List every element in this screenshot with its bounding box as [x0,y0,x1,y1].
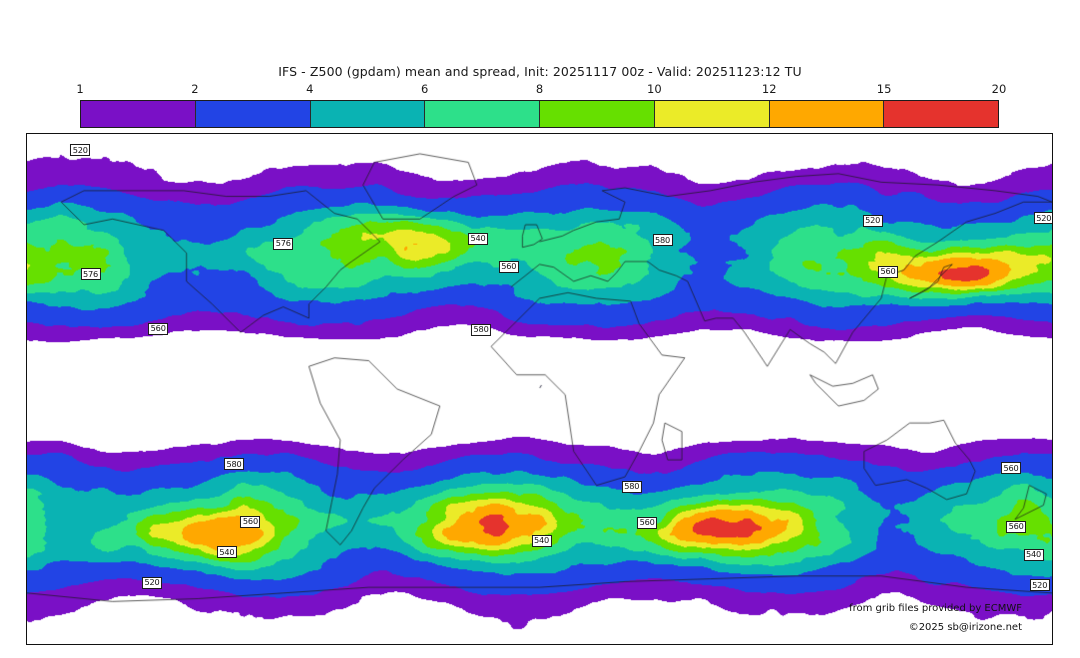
colorbar-tick-10: 10 [647,82,662,96]
spread-contour-map [27,134,1052,644]
contour-label: 540 [216,546,237,559]
copyright-credit: ©2025 sb@irizone.net [908,622,1022,633]
contour-label: 580 [224,458,245,471]
colorbar-tick-8: 8 [535,82,544,96]
contour-label: 580 [471,323,492,336]
contour-label: 520 [142,576,163,589]
contour-label: 580 [652,234,673,247]
colorbar: 1 2 4 6 8 10 12 15 20 [76,82,1006,128]
page-title: IFS - Z500 (gpdam) mean and spread, Init… [278,64,802,79]
contour-label: 560 [1006,520,1027,533]
contour-label: 520 [70,144,91,157]
contour-label: 540 [531,534,552,547]
contour-label: 576 [80,268,101,281]
colorbar-tick-15: 15 [876,82,892,96]
colorbar-tick-20: 20 [991,82,1007,96]
colorbar-tick-labels: 1 2 4 6 8 10 12 15 20 [76,82,1006,98]
contour-label: 520 [1029,579,1050,592]
contour-label: 560 [148,322,169,335]
colorbar-band-yellow [654,101,770,127]
contour-label: 520 [1033,212,1052,225]
colorbar-band-teal [310,101,426,127]
colorbar-tick-1: 1 [76,82,84,96]
contour-label: 576 [273,237,294,250]
contour-label: 560 [240,515,261,528]
colorbar-tick-6: 6 [420,82,429,96]
colorbar-bands [80,100,999,128]
contour-label: 520 [862,214,883,227]
colorbar-band-red [884,101,998,127]
colorbar-band-spring-green [425,101,540,127]
colorbar-tick-4: 4 [306,82,314,96]
colorbar-tick-2: 2 [191,82,199,96]
contour-label: 540 [467,232,489,245]
colorbar-tick-12: 12 [761,82,777,96]
colorbar-band-blue [195,101,311,127]
contour-label: 560 [877,265,899,278]
contour-label: 560 [637,516,658,529]
contour-label: 560 [498,260,519,273]
data-source-credit: from grib files provided by ECMWF [849,603,1022,614]
contour-label: 560 [1000,462,1022,475]
map-panel[interactable]: 520 576 560 540 560 580 576 580 560 520 520 580 560 5… [26,133,1053,645]
colorbar-band-orange [769,101,885,127]
contour-label: 540 [1023,548,1044,561]
colorbar-band-purple [81,101,196,127]
colorbar-band-green [540,101,655,127]
contour-label: 580 [621,480,642,493]
